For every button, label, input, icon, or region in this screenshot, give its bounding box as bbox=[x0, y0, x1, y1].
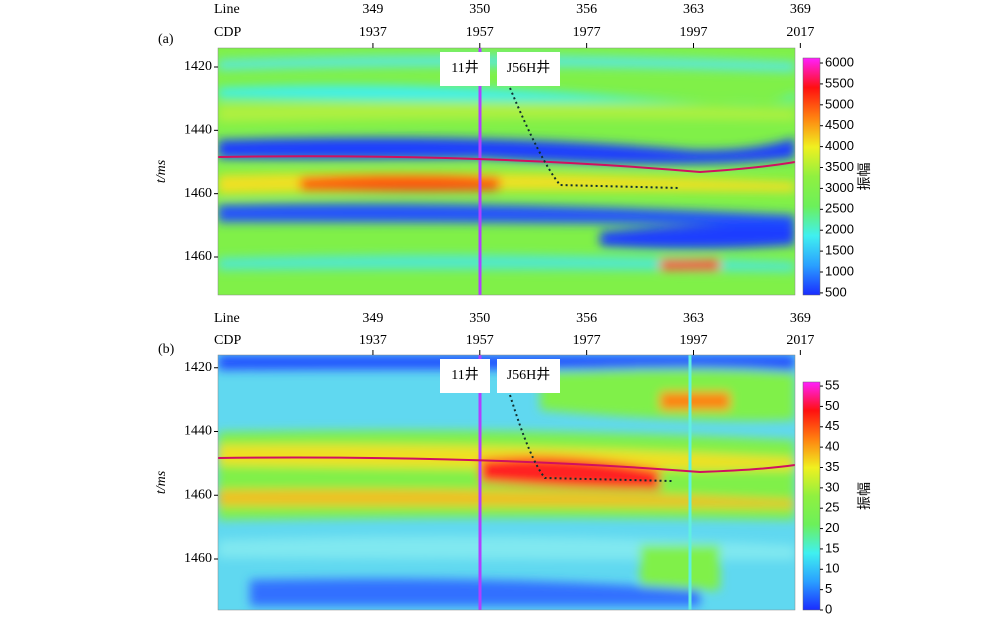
x-tick-label: 1937 bbox=[359, 333, 387, 348]
colorbar-tick-label: 500 bbox=[825, 284, 847, 299]
amplitude-band bbox=[250, 578, 700, 606]
annotation-box bbox=[497, 359, 560, 393]
x-tick-label: 2017 bbox=[786, 25, 814, 40]
colorbar-tick-label: 4500 bbox=[825, 117, 854, 132]
colorbar-tick-label: 1500 bbox=[825, 243, 854, 258]
colorbar-tick-label: 45 bbox=[825, 418, 839, 433]
horizon bbox=[218, 456, 795, 474]
y-axis-label: t/ms bbox=[154, 470, 169, 494]
seismic-section bbox=[218, 48, 795, 295]
amplitude-band bbox=[480, 456, 660, 490]
cdp-axis-label: CDP bbox=[214, 333, 241, 348]
colorbar-tick-label: 6000 bbox=[825, 54, 854, 69]
annotation: J56H井 bbox=[507, 60, 551, 76]
y-tick-label: 1460 bbox=[184, 551, 212, 566]
y-tick-label: 1440 bbox=[184, 424, 212, 439]
amplitude-bands bbox=[218, 355, 795, 606]
line-tick-label: 356 bbox=[576, 311, 597, 326]
seismic-section bbox=[218, 355, 795, 610]
well-trajectory bbox=[509, 394, 673, 482]
x-tick-label: 1937 bbox=[359, 25, 387, 40]
x-tick-label: 1997 bbox=[679, 333, 707, 348]
line-tick-label: 363 bbox=[683, 2, 704, 17]
colorbar-tick-label: 20 bbox=[825, 520, 839, 535]
x-tick-label: 1997 bbox=[679, 25, 707, 40]
colorbar-tick-label: 2500 bbox=[825, 201, 854, 216]
colorbar-tick-label: 5 bbox=[825, 581, 832, 596]
line-tick-label: 349 bbox=[362, 311, 383, 326]
panel-label: (b) bbox=[158, 342, 175, 357]
line-tick-label: 369 bbox=[790, 311, 811, 326]
panel-label: (a) bbox=[158, 32, 174, 47]
line-tick-label: 349 bbox=[362, 2, 383, 17]
colorbar-label: 振幅 bbox=[857, 482, 873, 510]
colorbar-tick-label: 3500 bbox=[825, 159, 854, 174]
colorbar-tick-label: 55 bbox=[825, 378, 839, 393]
colorbar-tick-label: 5500 bbox=[825, 75, 854, 90]
annotation-box bbox=[440, 359, 490, 393]
x-tick-label: 1957 bbox=[466, 25, 494, 40]
annotation: 11井 bbox=[451, 60, 478, 76]
colorbar-tick-label: 3000 bbox=[825, 180, 854, 195]
annotation: 11井 bbox=[451, 367, 478, 383]
frame bbox=[217, 354, 796, 611]
y-tick-label: 1440 bbox=[184, 123, 212, 138]
line-axis-label: Line bbox=[214, 311, 240, 326]
line-tick-label: 369 bbox=[790, 2, 811, 17]
well-trajectory bbox=[509, 87, 681, 189]
amplitude-band bbox=[218, 85, 795, 102]
annotation-box bbox=[497, 52, 560, 86]
y-tick-label: 1460 bbox=[184, 186, 212, 201]
colorbar-tick-label: 40 bbox=[825, 439, 839, 454]
amplitude-band bbox=[660, 392, 730, 410]
amplitude-band bbox=[300, 175, 500, 191]
amplitude-band bbox=[600, 224, 795, 249]
y-axis-label: t/ms bbox=[154, 159, 169, 183]
y-tick-label: 1460 bbox=[184, 487, 212, 502]
colorbar-tick-label: 2000 bbox=[825, 222, 854, 237]
line-tick-label: 350 bbox=[469, 2, 490, 17]
colorbar-label: 振幅 bbox=[857, 163, 873, 191]
colorbar-tick-label: 35 bbox=[825, 459, 839, 474]
y-tick-label: 1420 bbox=[184, 360, 212, 375]
amplitude-band bbox=[218, 254, 795, 272]
colorbar-tick-label: 4000 bbox=[825, 138, 854, 153]
colorbar-tick-label: 10 bbox=[825, 561, 839, 576]
amplitude-band bbox=[218, 103, 795, 122]
y-tick-label: 1420 bbox=[184, 59, 212, 74]
line-tick-label: 363 bbox=[683, 311, 704, 326]
colorbar-tick-label: 1000 bbox=[825, 263, 854, 278]
amplitude-band bbox=[640, 545, 720, 590]
x-tick-label: 1957 bbox=[466, 333, 494, 348]
annotation-box bbox=[440, 52, 490, 86]
colorbar-tick-label: 50 bbox=[825, 398, 839, 413]
x-tick-label: 1977 bbox=[573, 25, 601, 40]
colorbar-tick-label: 15 bbox=[825, 540, 839, 555]
colorbar-tick-label: 25 bbox=[825, 500, 839, 515]
amplitude-bands bbox=[218, 55, 795, 272]
colorbar: 0 5 10 15 20 25 30 35 40 45 50 55 bbox=[802, 378, 839, 616]
y-tick-label: 1460 bbox=[184, 249, 212, 264]
colorbar: 500 1000 1500 2000 2500 3000 3500 4000 4500 5000 5… bbox=[802, 54, 854, 299]
amplitude-band bbox=[218, 444, 795, 470]
x-tick-label: 2017 bbox=[786, 333, 814, 348]
colorbar-tick-label: 30 bbox=[825, 479, 839, 494]
colorbar-fill bbox=[802, 57, 821, 296]
horizon bbox=[218, 155, 795, 174]
annotation: J56H井 bbox=[507, 367, 551, 383]
line-axis-label: Line bbox=[214, 2, 240, 17]
x-tick-label: 1977 bbox=[573, 333, 601, 348]
colorbar-tick-label: 5000 bbox=[825, 96, 854, 111]
amplitude-band bbox=[218, 489, 795, 508]
colorbar-fill bbox=[802, 381, 821, 611]
amplitude-band bbox=[660, 260, 720, 270]
cdp-axis-label: CDP bbox=[214, 25, 241, 40]
frame bbox=[217, 47, 796, 296]
line-tick-label: 350 bbox=[469, 311, 490, 326]
line-tick-label: 356 bbox=[576, 2, 597, 17]
amplitude-band bbox=[218, 203, 795, 225]
colorbar-tick-label: 0 bbox=[825, 601, 832, 616]
